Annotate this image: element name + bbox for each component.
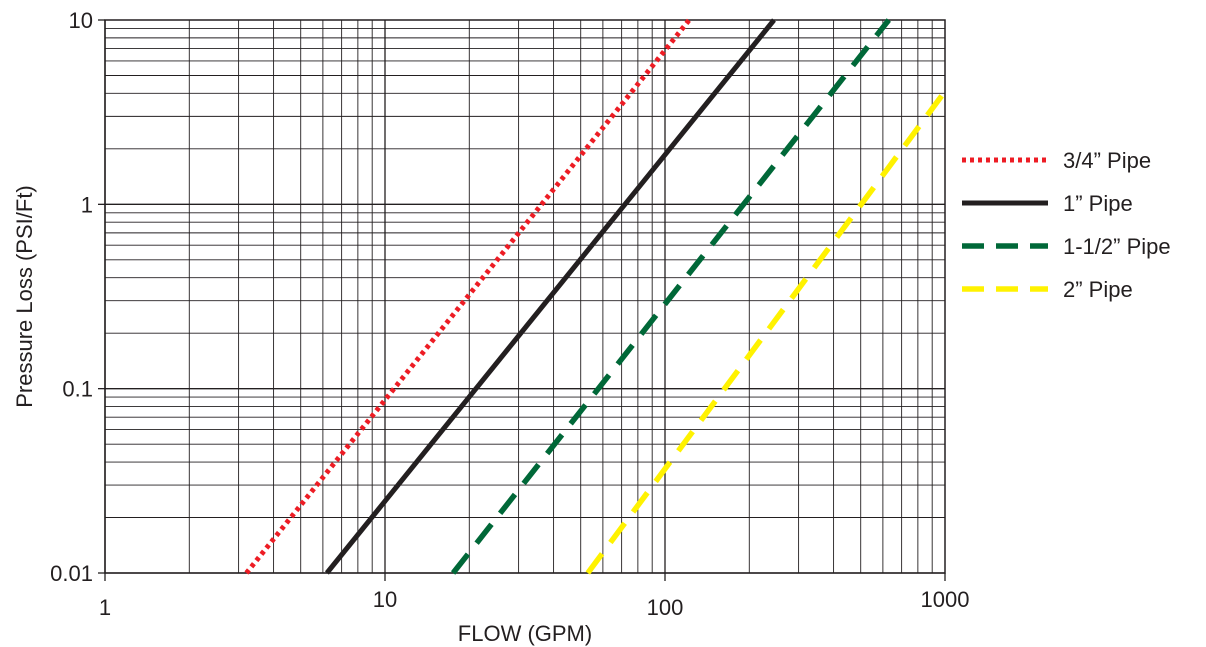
series-layer [244,18,948,575]
x-tick-label: 1 [99,595,111,620]
x-axis-title: FLOW (GPM) [458,621,592,646]
x-tick-label: 10 [373,587,397,612]
y-tick-label: 0.1 [62,377,93,402]
legend-label: 2” Pipe [1063,277,1133,302]
legend: 3/4” Pipe 1” Pipe 1-1/2” Pipe 2” Pipe [962,148,1171,302]
legend-label: 1” Pipe [1063,191,1133,216]
series-line [324,18,776,575]
y-tick-label: 0.01 [50,561,93,586]
series-line [244,18,692,575]
x-tick-label: 100 [647,595,684,620]
y-axis-title: Pressure Loss (PSI/Ft) [12,185,37,408]
series-line [585,89,948,575]
grid-major [104,20,945,574]
grid-minor [105,20,945,573]
y-tick-label: 1 [81,192,93,217]
plot-frame [104,19,946,574]
y-tick-label: 10 [69,8,93,33]
x-tick-label: 1000 [921,587,970,612]
legend-label: 1-1/2” Pipe [1063,234,1171,259]
x-tick-labels: 1 10 100 1000 [99,573,970,620]
legend-label: 3/4” Pipe [1063,148,1151,173]
series-line [450,18,891,575]
y-tick-labels: 0.01 0.1 1 10 [50,8,105,586]
